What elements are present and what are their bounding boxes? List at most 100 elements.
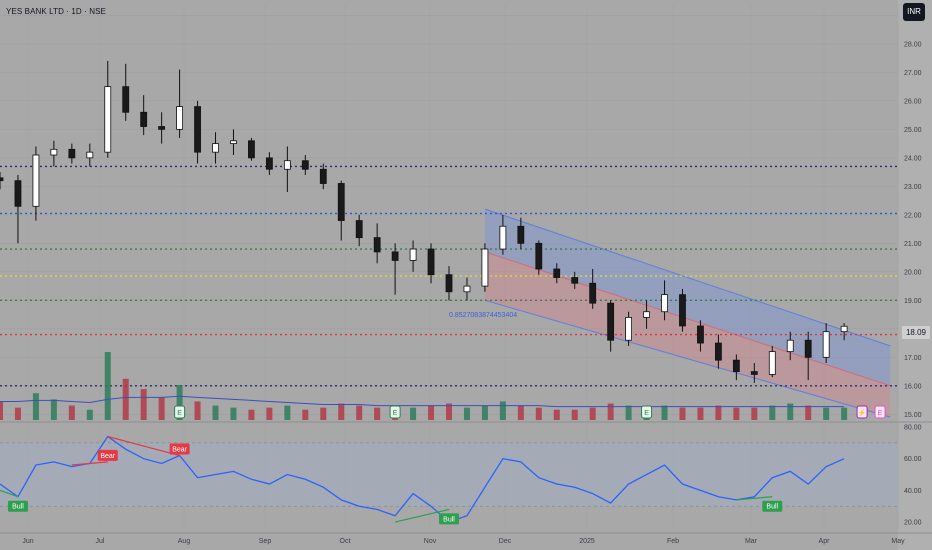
candle-body <box>625 317 632 341</box>
candle <box>553 263 561 284</box>
y-tick-label: 24.00 <box>904 155 922 162</box>
event-marker: ⚡ <box>856 405 868 419</box>
volume-bar <box>679 407 686 420</box>
volume-bar <box>212 405 219 420</box>
channel-lower-fill <box>484 251 891 418</box>
candle-body <box>643 311 650 318</box>
candle <box>786 331 794 361</box>
candle <box>355 214 363 247</box>
candle-body <box>248 140 255 159</box>
candle-body <box>679 294 686 327</box>
volume-bar <box>589 407 596 420</box>
rsi-tick-label: 20.00 <box>904 520 922 527</box>
volume-bar <box>751 407 758 420</box>
candle-body <box>409 248 417 261</box>
y-tick-label: 27.00 <box>904 70 922 77</box>
candle-body <box>715 342 722 361</box>
volume-bar <box>428 405 435 420</box>
event-marker-box <box>874 405 886 419</box>
x-tick-label: Jul <box>96 538 105 545</box>
candle <box>68 143 76 164</box>
event-marker: E <box>641 405 653 419</box>
candle-body <box>445 274 453 293</box>
candle-body <box>176 106 184 130</box>
volume-bar <box>697 407 704 420</box>
candle <box>176 69 184 138</box>
candle-body <box>589 282 597 304</box>
candle-body <box>822 331 830 358</box>
volume-bar <box>140 389 147 420</box>
candle <box>86 143 94 167</box>
y-tick-label: 15.00 <box>904 412 922 419</box>
divergence-line <box>394 508 450 523</box>
candle <box>391 243 399 295</box>
currency-button[interactable]: INR <box>903 3 925 21</box>
volume-bar <box>733 407 740 420</box>
event-marker-box <box>389 405 401 419</box>
volume-bar <box>230 407 237 420</box>
x-tick-label: Nov <box>424 538 437 545</box>
candle-body <box>283 160 291 170</box>
candle <box>715 334 722 369</box>
volume-bar <box>302 409 309 420</box>
candle <box>499 214 507 255</box>
candle <box>140 95 148 136</box>
candle <box>840 323 848 341</box>
candle-body <box>840 325 848 333</box>
volume-bar <box>571 409 578 420</box>
volume-bar <box>787 403 794 420</box>
candle-body <box>804 339 812 358</box>
volume-bar <box>248 409 255 420</box>
last-price-tag: 18.09 <box>902 326 930 339</box>
x-tick-label: Dec <box>499 538 512 545</box>
candle-body <box>104 86 112 153</box>
candle <box>158 112 166 144</box>
volume-bar <box>320 407 327 420</box>
candle-body <box>499 225 507 250</box>
divergence-badge-box <box>169 443 190 455</box>
candle-body <box>391 251 399 261</box>
volume-bar <box>86 409 93 420</box>
divergence-badge: Bull <box>762 500 783 512</box>
channel-upper-line <box>484 208 891 347</box>
candle <box>337 180 345 241</box>
candle-body <box>661 294 668 313</box>
candle-body <box>697 325 704 344</box>
event-marker-box <box>641 405 653 419</box>
candle <box>122 63 130 121</box>
candle-body <box>122 86 130 113</box>
volume-bar <box>499 401 506 420</box>
candle <box>301 155 309 175</box>
candle <box>445 266 453 301</box>
volume-bar <box>194 401 201 420</box>
volume-bar <box>122 378 129 420</box>
volume-bar <box>0 401 3 420</box>
y-tick-label: 23.00 <box>904 184 922 191</box>
channel-middle-line <box>484 251 891 387</box>
candle-body <box>301 160 309 170</box>
candle-body <box>553 268 561 278</box>
rsi-line <box>0 435 845 523</box>
candle <box>463 277 471 301</box>
volume-bar <box>625 405 632 420</box>
volume-bar <box>841 407 848 420</box>
event-marker-label: E <box>177 410 182 417</box>
volume-bar <box>517 405 524 420</box>
volume-bar <box>463 407 470 420</box>
divergence-badge: Bull <box>439 513 459 525</box>
candle <box>607 300 615 352</box>
candle-body <box>265 157 273 170</box>
divergence-badge: Bull <box>7 500 28 512</box>
x-tick-label: Sep <box>259 538 272 545</box>
x-tick-label: Oct <box>340 538 351 545</box>
y-tick-label: 22.00 <box>904 212 922 219</box>
candle <box>571 271 579 289</box>
divergence-line <box>736 496 773 501</box>
y-tick-label: 21.00 <box>904 241 922 248</box>
volume-bar <box>32 393 39 420</box>
event-marker-label: E <box>644 410 649 417</box>
candle-body <box>732 359 740 372</box>
candle-body <box>319 168 327 184</box>
candle-body <box>768 351 776 375</box>
